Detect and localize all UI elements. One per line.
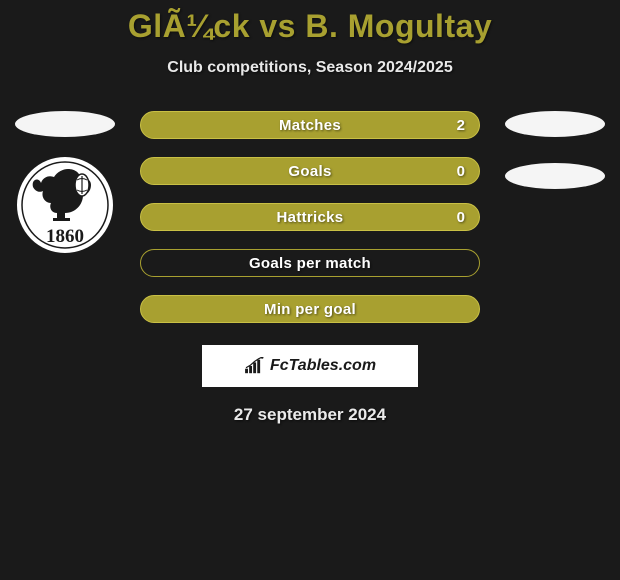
left-avatar-placeholder xyxy=(15,111,115,137)
stat-bars: Matches 2 Goals 0 Hattricks 0 Goals per … xyxy=(140,111,480,323)
left-player-column: 1860 xyxy=(10,111,120,255)
stat-label: Goals per match xyxy=(249,255,371,272)
left-club-badge: 1860 xyxy=(15,155,115,255)
brand-text: FcTables.com xyxy=(270,357,376,375)
right-badge-placeholder xyxy=(505,163,605,189)
stat-label: Hattricks xyxy=(277,209,344,226)
right-player-column xyxy=(500,111,610,189)
stat-value: 0 xyxy=(457,163,465,180)
right-avatar-placeholder xyxy=(505,111,605,137)
stat-row-goals-per-match: Goals per match xyxy=(140,249,480,277)
stat-label: Matches xyxy=(279,117,341,134)
stat-value: 2 xyxy=(457,117,465,134)
brand-attribution[interactable]: FcTables.com xyxy=(202,345,418,387)
bar-chart-icon xyxy=(244,357,266,375)
stat-row-matches: Matches 2 xyxy=(140,111,480,139)
date: 27 september 2024 xyxy=(0,405,620,425)
stats-area: 1860 Matches 2 Goals 0 Hattricks 0 Goals… xyxy=(0,111,620,323)
badge-year: 1860 xyxy=(46,226,84,247)
stat-row-min-per-goal: Min per goal xyxy=(140,295,480,323)
stat-label: Min per goal xyxy=(264,301,356,318)
page-title: GlÃ¼ck vs B. Mogultay xyxy=(0,0,620,45)
comparison-widget: GlÃ¼ck vs B. Mogultay Club competitions,… xyxy=(0,0,620,425)
stat-value: 0 xyxy=(457,209,465,226)
stat-label: Goals xyxy=(288,163,331,180)
stat-row-hattricks: Hattricks 0 xyxy=(140,203,480,231)
subtitle: Club competitions, Season 2024/2025 xyxy=(0,59,620,77)
stat-row-goals: Goals 0 xyxy=(140,157,480,185)
